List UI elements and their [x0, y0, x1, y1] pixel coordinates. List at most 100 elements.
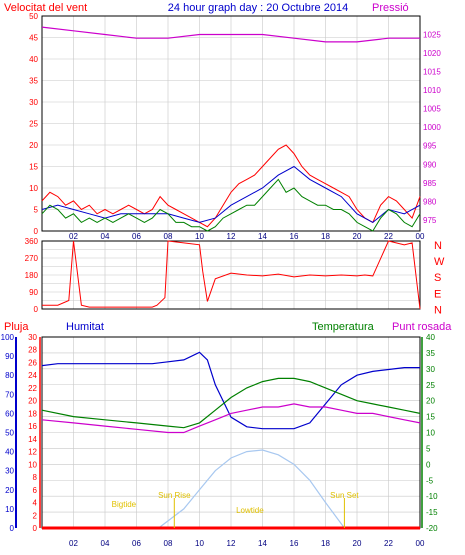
wind-speed-tick-label: 10 — [29, 184, 38, 193]
x-tick-label: 20 — [353, 539, 362, 548]
pressure-tick-label: 980 — [423, 197, 437, 206]
header-left-label: Velocitat del vent — [4, 2, 87, 14]
series-line-green — [41, 178, 421, 232]
x-tick-label: 08 — [164, 539, 173, 548]
humidity-tick-label: 20 — [5, 486, 14, 495]
climate-gridlines — [41, 336, 421, 529]
wind-direction-tick-label: 180 — [25, 271, 39, 280]
temperature-tick-label: 30 — [426, 365, 435, 374]
series-line-temperatura — [41, 377, 421, 429]
x-tick-label: 22 — [384, 539, 393, 548]
rain-tick-label: 2 — [33, 511, 38, 520]
rain-tick-label: 12 — [28, 448, 37, 457]
x-tick-label: 04 — [101, 539, 110, 548]
x-tick-label: 00 — [416, 539, 425, 548]
temperature-tick-label: -10 — [426, 492, 438, 501]
compass-label: S — [434, 272, 441, 284]
wind-speed-tick-label: 20 — [29, 141, 38, 150]
x-tick-label: 22 — [384, 232, 393, 241]
x-tick-label: 06 — [132, 232, 141, 241]
series-line-red — [41, 144, 421, 228]
tide-annotation: Bigtide — [112, 500, 137, 509]
wind-direction-line — [42, 240, 421, 310]
x-tick-label: 04 — [101, 232, 110, 241]
humidity-tick-label: 70 — [5, 390, 14, 399]
header-title: 24 hour graph day : 20 Octubre 2014 — [168, 2, 348, 14]
compass-label: E — [434, 288, 441, 300]
rain-tick-label: 28 — [28, 346, 37, 355]
temperature-tick-label: -5 — [426, 476, 434, 485]
legend-label: Temperatura — [312, 321, 375, 333]
x-tick-label: 14 — [258, 539, 267, 548]
humidity-tick-label: 60 — [5, 409, 14, 418]
rain-tick-label: 18 — [28, 409, 37, 418]
temperature-tick-label: 10 — [426, 429, 435, 438]
rain-tick-label: 24 — [28, 371, 37, 380]
wind-speed-tick-label: 50 — [29, 12, 38, 21]
rain-tick-label: 30 — [28, 333, 37, 342]
rain-tick-label: 6 — [33, 486, 38, 495]
rain-tick-label: 8 — [33, 473, 38, 482]
compass-label: W — [434, 256, 445, 268]
pressure-tick-label: 1010 — [423, 86, 441, 95]
rain-tick-label: 20 — [28, 397, 37, 406]
temperature-tick-label: 15 — [426, 413, 435, 422]
humidity-tick-label: 10 — [5, 505, 14, 514]
wind-speed-tick-label: 25 — [29, 120, 38, 129]
x-tick-label: 16 — [290, 539, 299, 548]
rain-tick-label: 4 — [33, 499, 38, 508]
series-line-magenta — [41, 26, 420, 43]
legend-label: Humitat — [66, 321, 104, 333]
pressure-tick-label: 975 — [423, 216, 437, 225]
humidity-tick-label: 0 — [10, 524, 15, 533]
pressure-tick-label: 1015 — [423, 68, 441, 77]
pressure-tick-label: 985 — [423, 179, 437, 188]
rain-tick-label: 16 — [28, 422, 37, 431]
x-tick-label: 16 — [290, 232, 299, 241]
x-tick-label: 12 — [227, 539, 236, 548]
header-right-label: Pressió — [372, 2, 409, 14]
rain-tick-label: 14 — [28, 435, 37, 444]
wind-direction-plot-frame — [41, 240, 421, 310]
temperature-tick-label: 35 — [426, 349, 435, 358]
temperature-tick-label: 0 — [426, 460, 431, 469]
wind-direction-tick-label: 90 — [29, 288, 38, 297]
rain-tick-label: 10 — [28, 460, 37, 469]
compass-label: N — [434, 240, 442, 252]
x-tick-label: 10 — [195, 232, 204, 241]
wind-speed-plot-frame — [41, 15, 421, 232]
humidity-tick-label: 90 — [5, 352, 14, 361]
wind-direction-tick-label: 0 — [34, 305, 39, 314]
pressure-tick-label: 1020 — [423, 49, 441, 58]
sun-annotation: Sun Rise — [158, 491, 191, 500]
pressure-tick-label: 990 — [423, 160, 437, 169]
legend-label: Pluja — [4, 321, 29, 333]
series-line-humitat — [41, 351, 420, 430]
pressure-tick-label: 1025 — [423, 31, 441, 40]
wind-direction-tick-label: 360 — [25, 237, 39, 246]
humidity-tick-label: 40 — [5, 448, 14, 457]
rain-tick-label: 22 — [28, 384, 37, 393]
temperature-tick-label: -15 — [426, 508, 438, 517]
wind-speed-tick-label: 40 — [29, 55, 38, 64]
pressure-tick-label: 1000 — [423, 123, 441, 132]
rain-tick-label: 0 — [33, 524, 38, 533]
x-tick-label: 20 — [353, 232, 362, 241]
series-line-solar — [158, 449, 345, 529]
humidity-tick-label: 50 — [5, 429, 14, 438]
humidity-tick-label: 100 — [1, 333, 15, 342]
x-tick-label: 02 — [69, 232, 78, 241]
humidity-tick-label: 30 — [5, 467, 14, 476]
rain-tick-label: 26 — [28, 358, 37, 367]
x-tick-label: 08 — [164, 232, 173, 241]
temperature-tick-label: -20 — [426, 524, 438, 533]
wind-speed-tick-label: 45 — [29, 34, 38, 43]
series-line-punt-rosada — [41, 403, 421, 434]
humidity-tick-label: 80 — [5, 371, 14, 380]
x-tick-label: 14 — [258, 232, 267, 241]
temperature-tick-label: 40 — [426, 333, 435, 342]
x-tick-label: 18 — [321, 232, 330, 241]
x-tick-label: 12 — [227, 232, 236, 241]
